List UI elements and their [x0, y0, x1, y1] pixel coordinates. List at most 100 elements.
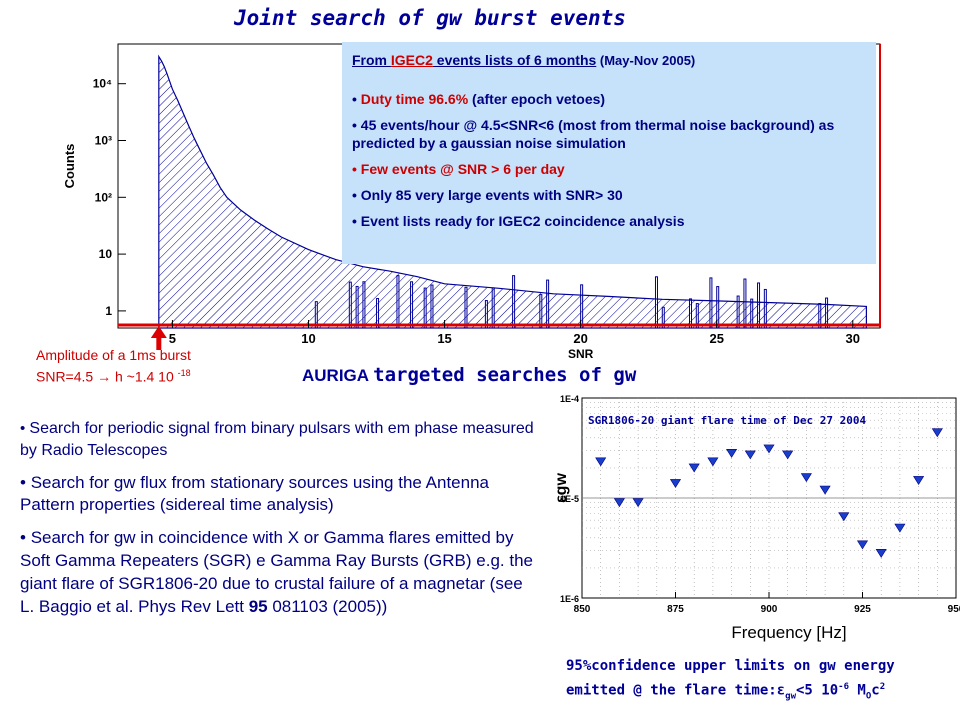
hist-tail-bar [423, 287, 427, 329]
bullet-stationary-text: Search for gw flux from stationary sourc… [20, 473, 489, 514]
hist-tail-bar [539, 294, 543, 329]
upper-limit-marker [632, 498, 644, 508]
caption-l2-c: c [871, 682, 880, 699]
info-bullet-rate: 45 events/hour @ 4.5<SNR<6 (most from th… [352, 116, 866, 152]
freq-ytick-label: 1E-4 [560, 394, 579, 404]
freq-xtick-label: 950 [948, 604, 960, 615]
igec2-info-box: From IGEC2 events lists of 6 months (May… [342, 42, 876, 264]
bullet-periodic: • Search for periodic signal from binary… [20, 418, 540, 462]
hist-tail-bar [757, 282, 761, 329]
upper-limit-marker [838, 512, 850, 522]
info-bullet-ready: Event lists ready for IGEC2 coincidence … [352, 212, 866, 230]
upper-limit-marker [913, 476, 925, 485]
freq-title: SGR1806-20 giant flare time of Dec 27 20… [588, 414, 867, 427]
amplitude-annotation: Amplitude of a 1ms burst SNR=4.5 → h ~1.… [36, 346, 191, 386]
section-title: AURIGA targeted searches of gw [302, 364, 636, 386]
hist-ylabel: Counts [62, 144, 77, 189]
caption-l2-sup2: 2 [879, 682, 886, 692]
hist-tail-bar [736, 295, 740, 329]
freq-ytick-label: 1E-6 [560, 594, 579, 604]
hist-tail-bar [430, 284, 434, 329]
caption-line2: emitted @ the flare time:εgw<5 10-6 MOc2 [566, 677, 960, 707]
amplitude-line2-text: SNR=4.5 → h ~1.4 10 [36, 368, 178, 385]
hist-area [158, 54, 867, 329]
bullet-coincidence: • Search for gw in coincidence with X or… [20, 526, 540, 618]
bullet-stationary: • Search for gw flux from stationary sou… [20, 472, 540, 516]
upper-limit-marker [726, 448, 738, 458]
upper-limit-marker [819, 485, 831, 495]
hist-tail-bar [580, 284, 584, 329]
hist-tail-bar [709, 277, 713, 329]
caption-l2-post: M [849, 682, 866, 699]
hist-tail-bar [376, 298, 380, 329]
upper-limit-marker [782, 450, 794, 460]
upper-limit-marker [744, 450, 756, 460]
section-title-rest: targeted searches of gw [373, 364, 637, 386]
upper-limit-marker [613, 498, 625, 508]
hist-tail-bar [512, 275, 516, 329]
caption-l2-sup: -6 [838, 682, 849, 692]
upper-limit-marker [669, 479, 682, 488]
threshold-arrow-icon [150, 326, 167, 338]
info-box-title: From IGEC2 events lists of 6 months (May… [352, 52, 866, 68]
freq-ytick-label: 1E-5 [560, 494, 579, 504]
hist-tail-bar [689, 298, 692, 329]
info-title-igec2: IGEC2 [390, 52, 433, 68]
bullet-volume: 95 [248, 597, 268, 616]
hist-ytick-label: 1 [105, 304, 112, 318]
info-bullet-few-events: Few events @ SNR > 6 per day [352, 160, 866, 178]
info-bullets: Duty time 96.6% (after epoch vetoes) 45 … [352, 90, 866, 230]
hist-xtick-label: 15 [437, 331, 451, 346]
upper-limit-marker [894, 523, 906, 533]
hist-tail-bar [491, 287, 495, 329]
info-title-post: events lists of 6 months [432, 52, 597, 68]
hist-tail-bar [546, 279, 550, 329]
info-bullet-large-events: Only 85 very large events with SNR> 30 [352, 186, 866, 204]
hist-tail-bar [362, 281, 366, 329]
hist-tail-bar [484, 300, 488, 329]
hist-tail-bar [818, 303, 822, 329]
bullet-coincidence-end: 081103 (2005)) [267, 597, 388, 616]
upper-limit-caption: 95%confidence upper limits on gw energy … [566, 656, 960, 707]
info-bullet-duty: Duty time 96.6% (after epoch vetoes) [352, 90, 866, 108]
caption-l2-sub: gw [785, 691, 796, 702]
bullet-coincidence-text: Search for gw in coincidence with X or G… [20, 528, 533, 616]
amplitude-exponent: -18 [177, 368, 191, 378]
hist-ytick-label: 10 [99, 247, 113, 261]
hist-xtick-label: 10 [301, 331, 315, 346]
hist-tail-bar [661, 306, 665, 329]
upper-limit-marker [595, 457, 607, 467]
freq-xtick-label: 925 [854, 604, 871, 615]
freq-ylabel: εgw [553, 473, 570, 503]
caption-line1: 95%confidence upper limits on gw energy [566, 658, 895, 674]
upper-limit-marker [856, 540, 869, 550]
hist-tail-bar [314, 301, 318, 329]
hist-tail-bar [763, 288, 767, 329]
hist-ytick-label: 10³ [95, 134, 112, 148]
hist-tail-bar [825, 297, 829, 329]
freq-xtick-label: 900 [761, 604, 778, 615]
hist-ytick-label: 10⁴ [93, 77, 112, 91]
amplitude-line2: SNR=4.5 → h ~1.4 10 -18 [36, 364, 191, 386]
freq-xtick-label: 850 [574, 604, 591, 615]
upper-limit-marker [931, 428, 943, 438]
hist-tail-bar [695, 303, 699, 329]
upper-limit-marker [707, 457, 719, 467]
freq-xlabel: Frequency [Hz] [731, 623, 846, 642]
hist-tail-bar [348, 281, 352, 329]
hist-tail-bar [654, 276, 658, 329]
sgr-upper-limit-plot: 850 875 900 925 950 1E-4 1E-5 1E-6 Frequency [Hz… [553, 394, 960, 642]
upper-limit-marker [688, 463, 700, 473]
hist-xtick-label: 5 [169, 331, 176, 346]
hist-ytick-label: 10² [95, 190, 112, 204]
upper-limit-marker [875, 548, 887, 558]
info-title-period: (May-Nov 2005) [596, 53, 696, 68]
section-title-auriga: AURIGA [302, 366, 374, 385]
hist-xtick-label: 30 [846, 331, 860, 346]
duty-time-text: Duty time 96.6% [360, 91, 469, 107]
search-bullets: • Search for periodic signal from binary… [20, 418, 540, 628]
hist-tail-bar [355, 285, 359, 329]
freq-xtick-label: 875 [667, 604, 684, 615]
hist-tail-bar [396, 275, 400, 329]
bullet-dot-icon: • [20, 473, 31, 492]
